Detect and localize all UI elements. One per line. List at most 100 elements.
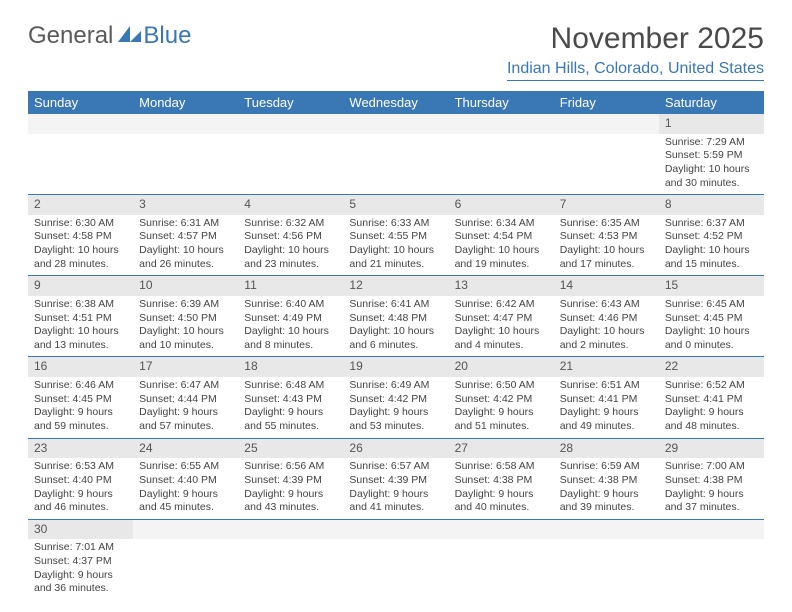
day-details: Sunrise: 6:39 AMSunset: 4:50 PMDaylight:… — [133, 296, 238, 357]
day-number: 25 — [238, 439, 343, 459]
day-cell — [343, 114, 448, 195]
logo: General Blue — [28, 22, 191, 50]
week-row: 9Sunrise: 6:38 AMSunset: 4:51 PMDaylight… — [28, 276, 764, 357]
day-number: 10 — [133, 276, 238, 296]
day-cell — [449, 519, 554, 600]
daylight-text: Daylight: 9 hours and 57 minutes. — [139, 406, 232, 433]
calendar-table: Sunday Monday Tuesday Wednesday Thursday… — [28, 91, 764, 600]
day-number: 24 — [133, 439, 238, 459]
daylight-text: Daylight: 9 hours and 55 minutes. — [244, 406, 337, 433]
week-row: 30Sunrise: 7:01 AMSunset: 4:37 PMDayligh… — [28, 519, 764, 600]
day-details: Sunrise: 6:45 AMSunset: 4:45 PMDaylight:… — [659, 296, 764, 357]
day-cell: 28Sunrise: 6:59 AMSunset: 4:38 PMDayligh… — [554, 438, 659, 519]
day-number: 11 — [238, 276, 343, 296]
day-number — [28, 114, 133, 134]
sunrise-text: Sunrise: 6:46 AM — [34, 379, 127, 393]
day-number: 27 — [449, 439, 554, 459]
sunset-text: Sunset: 4:54 PM — [455, 230, 548, 244]
day-details: Sunrise: 6:57 AMSunset: 4:39 PMDaylight:… — [343, 458, 448, 519]
sunset-text: Sunset: 4:49 PM — [244, 312, 337, 326]
day-cell — [659, 519, 764, 600]
day-details: Sunrise: 6:52 AMSunset: 4:41 PMDaylight:… — [659, 377, 764, 438]
week-row: 16Sunrise: 6:46 AMSunset: 4:45 PMDayligh… — [28, 357, 764, 438]
sunrise-text: Sunrise: 6:55 AM — [139, 460, 232, 474]
sunrise-text: Sunrise: 6:33 AM — [349, 217, 442, 231]
daylight-text: Daylight: 9 hours and 36 minutes. — [34, 569, 127, 596]
day-cell: 21Sunrise: 6:51 AMSunset: 4:41 PMDayligh… — [554, 357, 659, 438]
sunset-text: Sunset: 4:42 PM — [349, 393, 442, 407]
day-number — [554, 114, 659, 134]
day-number: 2 — [28, 195, 133, 215]
day-number — [133, 520, 238, 540]
day-details: Sunrise: 6:56 AMSunset: 4:39 PMDaylight:… — [238, 458, 343, 519]
sunset-text: Sunset: 4:48 PM — [349, 312, 442, 326]
sunset-text: Sunset: 4:47 PM — [455, 312, 548, 326]
day-cell: 16Sunrise: 6:46 AMSunset: 4:45 PMDayligh… — [28, 357, 133, 438]
day-cell: 4Sunrise: 6:32 AMSunset: 4:56 PMDaylight… — [238, 195, 343, 276]
day-number — [449, 114, 554, 134]
day-number: 8 — [659, 195, 764, 215]
day-number: 14 — [554, 276, 659, 296]
day-cell: 6Sunrise: 6:34 AMSunset: 4:54 PMDaylight… — [449, 195, 554, 276]
sunset-text: Sunset: 4:51 PM — [34, 312, 127, 326]
day-cell — [238, 114, 343, 195]
day-cell: 8Sunrise: 6:37 AMSunset: 4:52 PMDaylight… — [659, 195, 764, 276]
daylight-text: Daylight: 10 hours and 15 minutes. — [665, 244, 758, 271]
sunset-text: Sunset: 4:38 PM — [560, 474, 653, 488]
daylight-text: Daylight: 10 hours and 8 minutes. — [244, 325, 337, 352]
day-cell: 9Sunrise: 6:38 AMSunset: 4:51 PMDaylight… — [28, 276, 133, 357]
day-details: Sunrise: 6:32 AMSunset: 4:56 PMDaylight:… — [238, 215, 343, 276]
weekday-header: Monday — [133, 91, 238, 114]
day-cell: 2Sunrise: 6:30 AMSunset: 4:58 PMDaylight… — [28, 195, 133, 276]
day-cell: 10Sunrise: 6:39 AMSunset: 4:50 PMDayligh… — [133, 276, 238, 357]
day-cell: 18Sunrise: 6:48 AMSunset: 4:43 PMDayligh… — [238, 357, 343, 438]
day-cell: 13Sunrise: 6:42 AMSunset: 4:47 PMDayligh… — [449, 276, 554, 357]
day-number: 13 — [449, 276, 554, 296]
day-number: 1 — [659, 114, 764, 134]
sunrise-text: Sunrise: 6:53 AM — [34, 460, 127, 474]
day-details: Sunrise: 6:47 AMSunset: 4:44 PMDaylight:… — [133, 377, 238, 438]
day-cell — [449, 114, 554, 195]
day-cell: 25Sunrise: 6:56 AMSunset: 4:39 PMDayligh… — [238, 438, 343, 519]
sunrise-text: Sunrise: 6:48 AM — [244, 379, 337, 393]
sunset-text: Sunset: 4:39 PM — [244, 474, 337, 488]
weekday-header: Thursday — [449, 91, 554, 114]
sunset-text: Sunset: 4:41 PM — [665, 393, 758, 407]
day-number — [343, 114, 448, 134]
day-cell — [343, 519, 448, 600]
sunrise-text: Sunrise: 6:32 AM — [244, 217, 337, 231]
sunset-text: Sunset: 4:41 PM — [560, 393, 653, 407]
day-cell — [554, 114, 659, 195]
day-details: Sunrise: 6:34 AMSunset: 4:54 PMDaylight:… — [449, 215, 554, 276]
daylight-text: Daylight: 9 hours and 43 minutes. — [244, 488, 337, 515]
day-number — [238, 114, 343, 134]
sunrise-text: Sunrise: 6:43 AM — [560, 298, 653, 312]
day-number — [449, 520, 554, 540]
sunrise-text: Sunrise: 6:34 AM — [455, 217, 548, 231]
daylight-text: Daylight: 10 hours and 19 minutes. — [455, 244, 548, 271]
week-row: 23Sunrise: 6:53 AMSunset: 4:40 PMDayligh… — [28, 438, 764, 519]
sunset-text: Sunset: 4:56 PM — [244, 230, 337, 244]
sunset-text: Sunset: 4:46 PM — [560, 312, 653, 326]
sunrise-text: Sunrise: 6:45 AM — [665, 298, 758, 312]
day-details: Sunrise: 6:50 AMSunset: 4:42 PMDaylight:… — [449, 377, 554, 438]
day-cell: 11 Sunrise: 6:40 AMSunset: 4:49 PMDayligh… — [238, 276, 343, 357]
location-text: Indian Hills, Colorado, United States — [507, 60, 764, 81]
sunset-text: Sunset: 4:45 PM — [34, 393, 127, 407]
sunrise-text: Sunrise: 6:39 AM — [139, 298, 232, 312]
sunrise-text: Sunrise: 6:40 AM — [244, 298, 337, 312]
day-number: 9 — [28, 276, 133, 296]
day-number: 18 — [238, 357, 343, 377]
sunrise-text: Sunrise: 7:01 AM — [34, 541, 127, 555]
day-details: Sunrise: 6:37 AMSunset: 4:52 PMDaylight:… — [659, 215, 764, 276]
day-number: 5 — [343, 195, 448, 215]
day-cell: 12Sunrise: 6:41 AMSunset: 4:48 PMDayligh… — [343, 276, 448, 357]
sunrise-text: Sunrise: 6:49 AM — [349, 379, 442, 393]
day-details: Sunrise: 6:31 AMSunset: 4:57 PMDaylight:… — [133, 215, 238, 276]
day-number: 20 — [449, 357, 554, 377]
sunset-text: Sunset: 4:42 PM — [455, 393, 548, 407]
sunrise-text: Sunrise: 6:56 AM — [244, 460, 337, 474]
sunrise-text: Sunrise: 6:51 AM — [560, 379, 653, 393]
day-cell: 14Sunrise: 6:43 AMSunset: 4:46 PMDayligh… — [554, 276, 659, 357]
daylight-text: Daylight: 10 hours and 6 minutes. — [349, 325, 442, 352]
